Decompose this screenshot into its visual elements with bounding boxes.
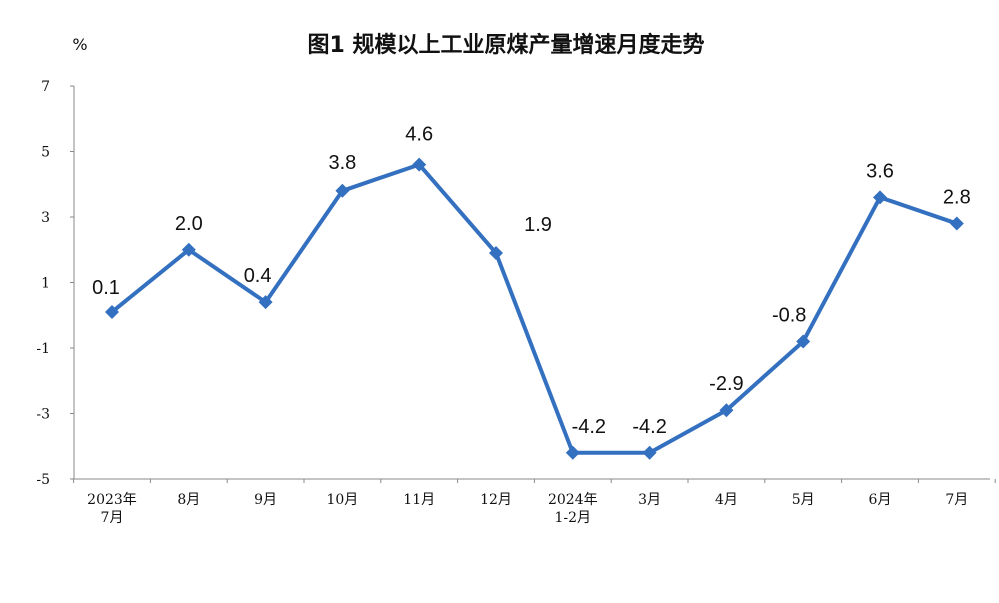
data-point-marker	[796, 334, 811, 349]
x-tick-label: 8月	[177, 492, 200, 508]
x-tick-label: 7月	[945, 492, 968, 508]
x-tick-label: 6月	[869, 492, 892, 508]
y-tick-label: -3	[36, 407, 50, 423]
data-label: 1.9	[524, 214, 552, 236]
y-tick-label: 1	[41, 276, 50, 292]
data-point-marker	[565, 445, 580, 460]
axes	[73, 86, 990, 480]
y-tick-label: 7	[41, 79, 50, 95]
data-label: -4.2	[632, 416, 666, 438]
data-point-marker	[642, 445, 657, 460]
data-point-marker	[949, 216, 964, 231]
series-line-path	[110, 162, 958, 455]
x-tick-label: 9月	[254, 492, 277, 508]
data-point-marker	[105, 304, 119, 319]
data-label: 0.1	[92, 277, 120, 299]
data-label: 4.6	[405, 124, 433, 146]
x-tick-label: 10月	[326, 492, 358, 508]
data-point-marker	[335, 183, 350, 198]
data-labels: 0.1 2.0 0.4 3.8 4.6 1.9 -4.2 -4.2 -2.9 -0.8 3.6 2.8	[92, 124, 971, 438]
data-label: -2.9	[709, 373, 743, 395]
data-label: 0.4	[244, 265, 272, 287]
x-axis-ticks: 2023年 7月 8月 9月 10月 11月 12月 2024年 1-2月 3月 4月 5月 6月 7月	[73, 479, 996, 526]
x-tick-label: 3月	[638, 492, 661, 508]
data-label: -0.8	[772, 304, 806, 326]
series-line	[105, 157, 964, 460]
y-tick-label: 5	[41, 145, 50, 161]
data-point-marker	[181, 242, 196, 257]
y-tick-label: -5	[36, 472, 50, 488]
data-point-marker	[719, 403, 734, 418]
y-tick-label: -1	[36, 341, 50, 357]
y-tick-label: 3	[41, 210, 50, 226]
x-tick-label: 4月	[715, 492, 738, 508]
data-label: 3.8	[328, 152, 356, 174]
data-label: -4.2	[572, 416, 606, 438]
x-tick-label: 2024年 1-2月	[548, 492, 598, 526]
x-tick-label: 5月	[792, 492, 815, 508]
data-point-marker	[873, 190, 887, 205]
x-tick-label: 11月	[403, 492, 435, 508]
chart-title: 图1 规模以上工业原煤产量增速月度走势	[308, 32, 705, 58]
data-label: 2.8	[943, 187, 971, 209]
data-point-marker	[258, 295, 273, 310]
y-axis-unit: %	[72, 35, 87, 54]
x-tick-label: 12月	[480, 492, 512, 508]
y-axis-ticks: 7 5 3 1 -1 -3 -5	[36, 79, 74, 488]
data-point-marker	[489, 246, 503, 261]
data-label: 2.0	[175, 213, 203, 235]
x-tick-label: 2023年 7月	[87, 492, 137, 526]
data-label: 3.6	[866, 160, 894, 182]
data-point-marker	[412, 157, 427, 172]
